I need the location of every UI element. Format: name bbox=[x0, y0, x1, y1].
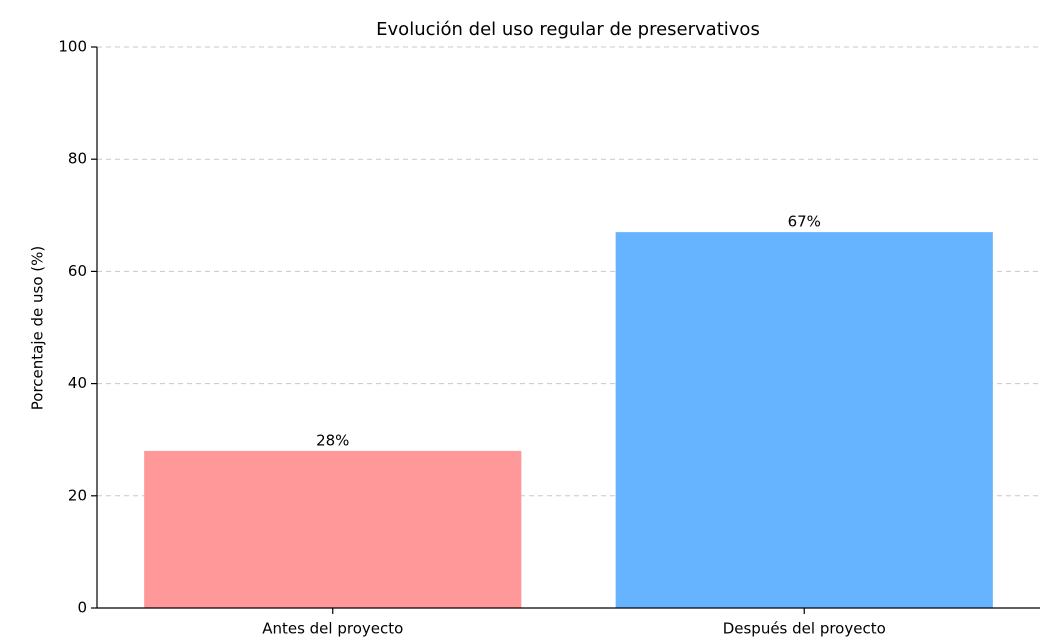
x-tick-label: Antes del proyecto bbox=[262, 620, 403, 638]
bar bbox=[615, 232, 993, 608]
y-tick-label: 20 bbox=[68, 486, 87, 504]
y-tick-label: 60 bbox=[68, 262, 87, 280]
bar bbox=[144, 450, 522, 608]
y-tick-label: 0 bbox=[77, 599, 87, 617]
y-tick-label: 80 bbox=[68, 150, 87, 168]
x-tick-label: Después del proyecto bbox=[723, 620, 886, 638]
y-tick-label: 100 bbox=[58, 38, 87, 56]
value-label: 28% bbox=[316, 431, 349, 449]
value-label: 67% bbox=[788, 213, 821, 231]
chart-title: Evolución del uso regular de preservativ… bbox=[376, 19, 760, 40]
y-axis-label: Porcentaje de uso (%) bbox=[29, 246, 47, 411]
y-tick-label: 40 bbox=[68, 374, 87, 392]
